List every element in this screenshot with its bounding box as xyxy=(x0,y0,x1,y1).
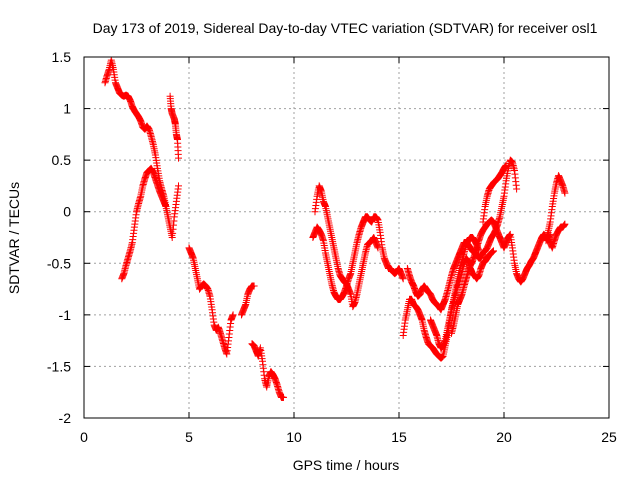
series-track-4 xyxy=(185,244,237,358)
x-axis-label: GPS time / hours xyxy=(293,457,400,473)
y-tick-label: 0.5 xyxy=(52,152,72,168)
series-track-12 xyxy=(448,216,554,337)
grid xyxy=(84,57,609,418)
y-tick-label: -0.5 xyxy=(47,255,71,271)
axis-ticks: 0 5 10 15 20 25 -2 -1.5 -1 -0.5 0 0.5 1 1.5 xyxy=(47,49,617,445)
series-track-8 xyxy=(311,182,382,311)
data-point-marker xyxy=(162,203,170,211)
data-point-marker xyxy=(513,185,521,193)
x-tick-label: 5 xyxy=(185,429,193,445)
x-tick-label: 25 xyxy=(601,429,617,445)
y-tick-label: 1.5 xyxy=(52,49,72,65)
y-tick-label: 0 xyxy=(63,204,71,220)
plot-frame xyxy=(83,56,610,419)
chart-title: Day 173 of 2019, Sidereal Day-to-day VTE… xyxy=(93,20,598,36)
series-track-6 xyxy=(248,340,287,401)
y-axis-label: SDTVAR / TECUs xyxy=(6,182,22,294)
x-tick-label: 10 xyxy=(286,429,302,445)
series-track-15 xyxy=(542,220,569,252)
x-tick-label: 0 xyxy=(80,429,88,445)
data-point-marker xyxy=(229,311,237,319)
series-track-1 xyxy=(101,56,182,241)
x-tick-label: 20 xyxy=(496,429,512,445)
data-points xyxy=(101,56,569,401)
data-point-marker xyxy=(502,161,510,169)
y-tick-label: 1 xyxy=(63,101,71,117)
series-track-2 xyxy=(118,164,170,283)
data-point-marker xyxy=(399,275,407,283)
series-track-7 xyxy=(309,213,407,303)
data-point-marker xyxy=(490,247,497,255)
x-tick-label: 15 xyxy=(391,429,407,445)
data-point-marker xyxy=(374,244,382,252)
y-tick-label: -2 xyxy=(59,410,72,426)
series-track-3 xyxy=(166,92,182,162)
data-point-marker xyxy=(250,282,258,290)
series-track-5 xyxy=(238,282,258,319)
data-point-marker xyxy=(175,154,182,162)
series-track-13 xyxy=(479,161,510,226)
data-point-marker xyxy=(280,393,287,401)
y-tick-label: -1.5 xyxy=(47,358,71,374)
data-point-marker xyxy=(175,182,182,190)
y-tick-label: -1 xyxy=(59,307,72,323)
data-point-marker xyxy=(561,220,569,228)
data-point-marker xyxy=(561,189,569,197)
